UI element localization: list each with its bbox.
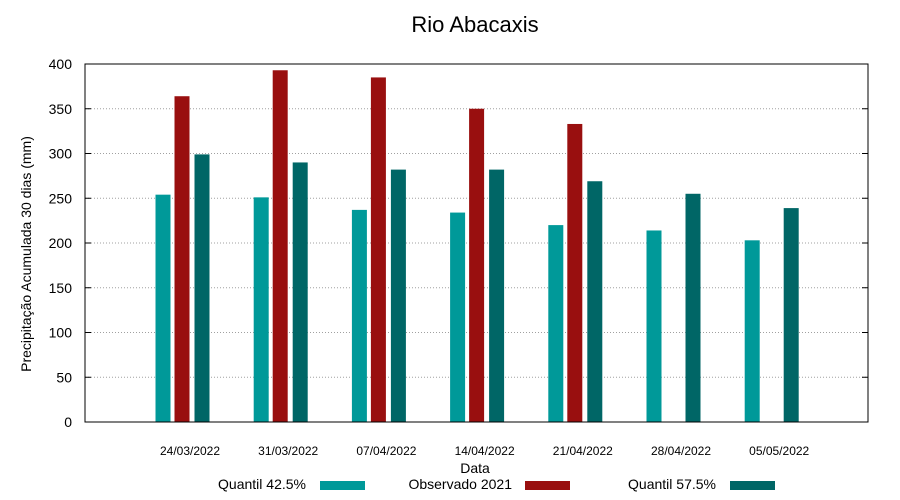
- x-tick-label: 28/04/2022: [651, 444, 711, 458]
- bar-2-2: [390, 169, 406, 422]
- legend-label: Quantil 57.5%: [628, 476, 716, 492]
- y-tick-label: 350: [49, 101, 73, 117]
- bar-0-4: [548, 225, 564, 422]
- y-tick-label: 50: [56, 369, 72, 385]
- x-tick-layer: 24/03/2022 31/03/2022 07/04/2022 14/04/2022…: [160, 444, 810, 458]
- chart-title: Rio Abacaxis: [411, 12, 538, 37]
- y-tick-label: 400: [49, 56, 73, 72]
- x-axis-label: Data: [460, 460, 490, 476]
- bar-1-2: [370, 77, 386, 423]
- y-axis-label: Precipitação Acumulada 30 dias (mm): [18, 136, 34, 372]
- bar-0-5: [646, 230, 662, 422]
- bar-layer: [155, 70, 799, 423]
- legend-label: Observado 2021: [408, 476, 512, 492]
- x-tick-label: 07/04/2022: [356, 444, 416, 458]
- x-tick-label: 14/04/2022: [455, 444, 515, 458]
- legend-swatch: [730, 481, 775, 490]
- bar-2-4: [587, 181, 603, 422]
- x-tick-label: 05/05/2022: [749, 444, 809, 458]
- y-tick-label: 100: [49, 325, 73, 341]
- bar-0-1: [253, 197, 269, 422]
- bar-1-4: [567, 123, 583, 422]
- legend-label: Quantil 42.5%: [218, 476, 306, 492]
- bar-1-1: [272, 70, 288, 422]
- bar-2-3: [489, 169, 505, 422]
- y-tick-layer: 0 50 100 150 200 250 300 350 400: [49, 56, 868, 430]
- legend-swatch: [525, 481, 570, 490]
- bar-2-0: [194, 154, 210, 422]
- bar-1-3: [469, 108, 485, 422]
- bar-1-0: [174, 96, 190, 422]
- x-tick-label: 31/03/2022: [258, 444, 318, 458]
- bar-0-6: [744, 240, 760, 422]
- bar-2-5: [685, 193, 701, 422]
- legend: Quantil 42.5% Observado 2021 Quantil 57.5%: [218, 476, 775, 492]
- y-tick-label: 150: [49, 280, 73, 296]
- bar-0-3: [450, 212, 466, 422]
- bar-2-1: [292, 162, 308, 422]
- bar-2-6: [783, 208, 799, 422]
- y-tick-label: 200: [49, 235, 73, 251]
- bar-0-0: [155, 194, 171, 422]
- x-tick-label: 24/03/2022: [160, 444, 220, 458]
- bar-0-2: [351, 209, 367, 422]
- x-tick-label: 21/04/2022: [553, 444, 613, 458]
- legend-swatch: [320, 481, 365, 490]
- y-tick-label: 250: [49, 190, 73, 206]
- y-tick-label: 0: [64, 414, 72, 430]
- y-tick-label: 300: [49, 146, 73, 162]
